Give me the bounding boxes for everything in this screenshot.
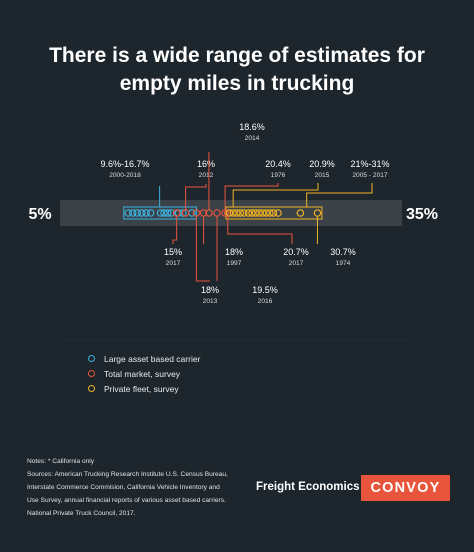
data-point-1-4	[137, 209, 146, 217]
annotation-sub-7: 2017	[166, 260, 181, 267]
x-min-label: 5%	[28, 206, 51, 223]
annotation-value-8: 18%	[225, 247, 243, 257]
annotation-value-6: 21%-31%	[350, 159, 389, 169]
data-point-3-7	[248, 209, 256, 217]
legend-item-private-fleet: Private fleet, survey	[88, 381, 200, 396]
annotation-value-1: 9.6%-16.7%	[100, 159, 149, 169]
data-point-1-5	[142, 209, 150, 217]
data-point-3-4	[236, 209, 245, 217]
data-point-1-7	[156, 209, 165, 217]
notes-line-2: Sources: American Trucking Research Inst…	[27, 471, 228, 478]
leader-18-2013	[195, 216, 210, 282]
annotation-value-10: 19.5%	[252, 285, 278, 295]
data-point-1-2	[128, 209, 137, 217]
legend-marker-private-fleet	[88, 385, 95, 392]
annotation-value-4: 20.4%	[265, 159, 291, 169]
title-line-2: empty miles in trucking	[119, 72, 355, 95]
annotation-value-5: 20.9%	[309, 159, 335, 169]
data-point-3-14	[274, 209, 282, 217]
notes-line-4: Use Survey, annual financial reports of …	[27, 497, 226, 504]
annotation-sub-9: 2013	[203, 298, 218, 305]
leader-20.4	[224, 183, 279, 210]
data-point-3-10	[258, 209, 267, 217]
annotation-sub-8: 1997	[227, 260, 242, 267]
legend-label-large-asset: Large asset based carrier	[104, 353, 201, 364]
data-point-3-6	[244, 209, 253, 217]
legend-item-total-market: Total market, survey	[88, 366, 200, 381]
chart-title: There is a wide range of estimates for e…	[0, 42, 474, 98]
legend-item-large-asset: Large asset based carrier	[88, 351, 200, 366]
annotation-value-7: 15%	[164, 247, 182, 257]
annotation-sub-6: 2005 - 2017	[352, 172, 388, 179]
legend-label-total-market: Total market, survey	[104, 368, 181, 379]
notes-line-5: National Private Truck Council, 2017.	[27, 510, 136, 517]
annotation-value-9: 18%	[201, 285, 219, 295]
data-point-3-3	[232, 209, 241, 217]
annotation-sub-10: 2016	[258, 298, 273, 305]
annotation-sub-12: 1974	[336, 260, 351, 267]
legend-marker-total-market	[88, 370, 95, 377]
data-point-1-1	[124, 209, 133, 217]
title-line-1: There is a wide range of estimates for	[49, 44, 425, 67]
notes-line-3: Interstate Commerce Commision, Californi…	[27, 484, 220, 491]
data-point-1-3	[133, 209, 142, 217]
notes: Notes: * California only Sources: Americ…	[27, 455, 252, 520]
data-point-3-15	[296, 209, 305, 217]
legend-marker-large-asset	[88, 355, 95, 362]
legend: Large asset based carrier Total market, …	[88, 351, 200, 396]
data-point-3-13	[269, 209, 278, 217]
annotation-value-12: 30.7%	[330, 247, 356, 257]
annotation-sub-1: 2000-2018	[109, 172, 141, 179]
data-point-1-10	[167, 209, 176, 217]
annotation-value-11: 20.7%	[283, 247, 309, 257]
legend-label-private-fleet: Private fleet, survey	[104, 383, 179, 394]
data-point-1-8	[160, 209, 168, 217]
data-point-1-6	[146, 209, 155, 217]
annotation-sub-2: 2012	[199, 172, 214, 179]
data-point-3-5	[240, 209, 248, 217]
brand-text: Freight Economics	[256, 481, 360, 493]
data-point-3-8	[251, 209, 260, 217]
data-point-3-11	[262, 209, 271, 217]
chart-area: 5% 35% 9.6%-16.7% 2000-2018 16% 2012 18.6% 2014…	[28, 122, 438, 340]
annotation-sub-11: 2017	[289, 260, 304, 267]
annotation-value-2: 16%	[197, 159, 215, 169]
data-point-3-12	[266, 209, 274, 217]
annotation-sub-5: 2015	[315, 172, 330, 179]
data-point-1-9	[163, 209, 172, 217]
leader-16	[185, 184, 207, 210]
annotation-sub-4: 1976	[271, 172, 286, 179]
leader-21-31	[306, 183, 373, 207]
data-point-3-2	[229, 209, 237, 217]
leader-20.9	[232, 183, 319, 207]
leader-15	[172, 216, 178, 244]
convoy-logo: CONVOY	[361, 475, 450, 501]
notes-line-1: Notes: * California only	[27, 458, 95, 465]
annotation-sub-3: 2014	[245, 135, 260, 142]
data-point-3-1	[225, 209, 234, 217]
data-point-3-9	[255, 209, 263, 217]
x-max-label: 35%	[406, 206, 438, 223]
leader-20.7	[227, 216, 293, 244]
annotation-value-3: 18.6%	[239, 122, 265, 132]
